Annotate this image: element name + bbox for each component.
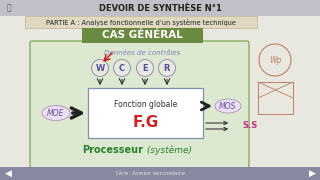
Text: MOE: MOE bbox=[47, 109, 65, 118]
Text: PARTIE A : Analyse fonctionnelle d’un système technique: PARTIE A : Analyse fonctionnelle d’un sy… bbox=[46, 19, 236, 26]
Text: DEVOIR DE SYNTHÈSE N°1: DEVOIR DE SYNTHÈSE N°1 bbox=[99, 3, 221, 12]
Text: 🏠: 🏠 bbox=[7, 3, 11, 12]
FancyBboxPatch shape bbox=[30, 41, 249, 168]
Text: C: C bbox=[119, 64, 125, 73]
FancyBboxPatch shape bbox=[82, 28, 203, 42]
FancyBboxPatch shape bbox=[88, 88, 203, 138]
Text: MOS: MOS bbox=[219, 102, 237, 111]
FancyBboxPatch shape bbox=[25, 16, 257, 28]
Text: Wp: Wp bbox=[269, 55, 281, 64]
FancyBboxPatch shape bbox=[0, 0, 320, 16]
Ellipse shape bbox=[42, 105, 70, 120]
Circle shape bbox=[137, 60, 154, 76]
Text: S.S: S.S bbox=[242, 122, 257, 130]
Text: ▶: ▶ bbox=[308, 169, 316, 178]
Circle shape bbox=[158, 60, 175, 76]
Circle shape bbox=[114, 60, 131, 76]
Ellipse shape bbox=[215, 99, 241, 113]
Text: R: R bbox=[164, 64, 170, 73]
Text: ◀: ◀ bbox=[4, 169, 12, 178]
Text: 1ère  Année secondaire: 1ère Année secondaire bbox=[115, 171, 185, 176]
Text: Fonction globale: Fonction globale bbox=[114, 100, 177, 109]
Text: Processeur: Processeur bbox=[83, 145, 143, 155]
Circle shape bbox=[92, 60, 108, 76]
Text: F.G: F.G bbox=[132, 114, 159, 129]
Text: (système): (système) bbox=[143, 145, 191, 155]
Text: E: E bbox=[142, 64, 148, 73]
Text: CAS GÉNÉRAL: CAS GÉNÉRAL bbox=[101, 30, 182, 40]
FancyBboxPatch shape bbox=[0, 167, 320, 180]
Text: W: W bbox=[95, 64, 105, 73]
Text: Données de contrôles: Données de contrôles bbox=[104, 50, 180, 56]
